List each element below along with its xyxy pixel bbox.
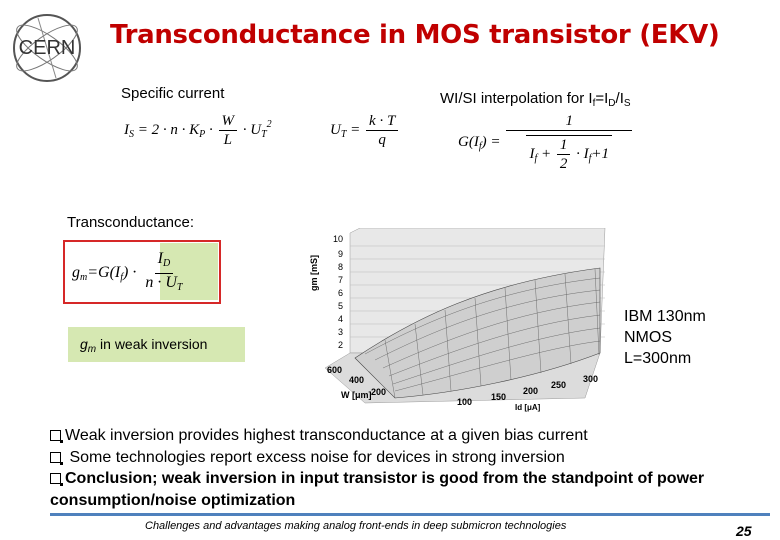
weak-inversion-box	[68, 327, 245, 362]
id-axis-label: Id [μA]	[515, 403, 541, 412]
w-axis-label: W [μm]	[341, 390, 372, 400]
gm-surface-plot: gm [mS] 10 9 8 7 6 5 4 3 2 600 400 200 W…	[305, 227, 620, 413]
id-tick: 150	[491, 392, 506, 402]
checkbox-bullet-icon	[50, 430, 63, 443]
z-tick: 9	[338, 249, 343, 259]
w-tick: 600	[327, 365, 342, 375]
z-tick: 2	[338, 340, 343, 350]
z-tick: 5	[338, 301, 343, 311]
cern-logo: CERN	[8, 6, 86, 88]
z-tick: 4	[338, 314, 343, 324]
weak-inversion-label: gm in weak inversion	[80, 336, 208, 355]
z-tick: 6	[338, 288, 343, 298]
interpolation-label: WI/SI interpolation for If=ID/IS	[440, 90, 631, 109]
id-tick: 250	[551, 380, 566, 390]
device-note: IBM 130nm NMOS L=300nm	[624, 308, 706, 367]
bullet-list: Weak inversion provides highest transcon…	[50, 425, 770, 511]
bullet-item: Some technologies report excess noise fo…	[50, 447, 770, 469]
gm-highlight	[160, 243, 218, 300]
z-tick: 8	[338, 262, 343, 272]
z-tick: 10	[333, 234, 343, 244]
logo-text: CERN	[19, 37, 76, 59]
footer-text: Challenges and advantages making analog …	[145, 520, 567, 532]
id-tick: 200	[523, 386, 538, 396]
specific-current-label: Specific current	[121, 85, 225, 102]
z-tick: 7	[338, 275, 343, 285]
bullet-item: Conclusion; weak inversion in input tran…	[50, 470, 705, 509]
id-tick: 100	[457, 397, 472, 407]
bullet-item: Weak inversion provides highest transcon…	[50, 425, 770, 447]
checkbox-bullet-icon	[50, 451, 63, 465]
page-title: Transconductance in MOS transistor (EKV)	[110, 20, 720, 50]
z-axis-label: gm [mS]	[309, 255, 319, 291]
checkbox-bullet-icon	[50, 473, 63, 486]
page-number: 25	[736, 523, 752, 539]
transconductance-label: Transconductance:	[67, 214, 195, 231]
z-tick: 3	[338, 327, 343, 337]
w-tick: 400	[349, 375, 364, 385]
footer-divider	[50, 513, 770, 516]
id-tick: 300	[583, 374, 598, 384]
w-tick: 200	[371, 387, 386, 397]
gm-formula: gm=G(If) · ID n · UT	[72, 250, 183, 293]
